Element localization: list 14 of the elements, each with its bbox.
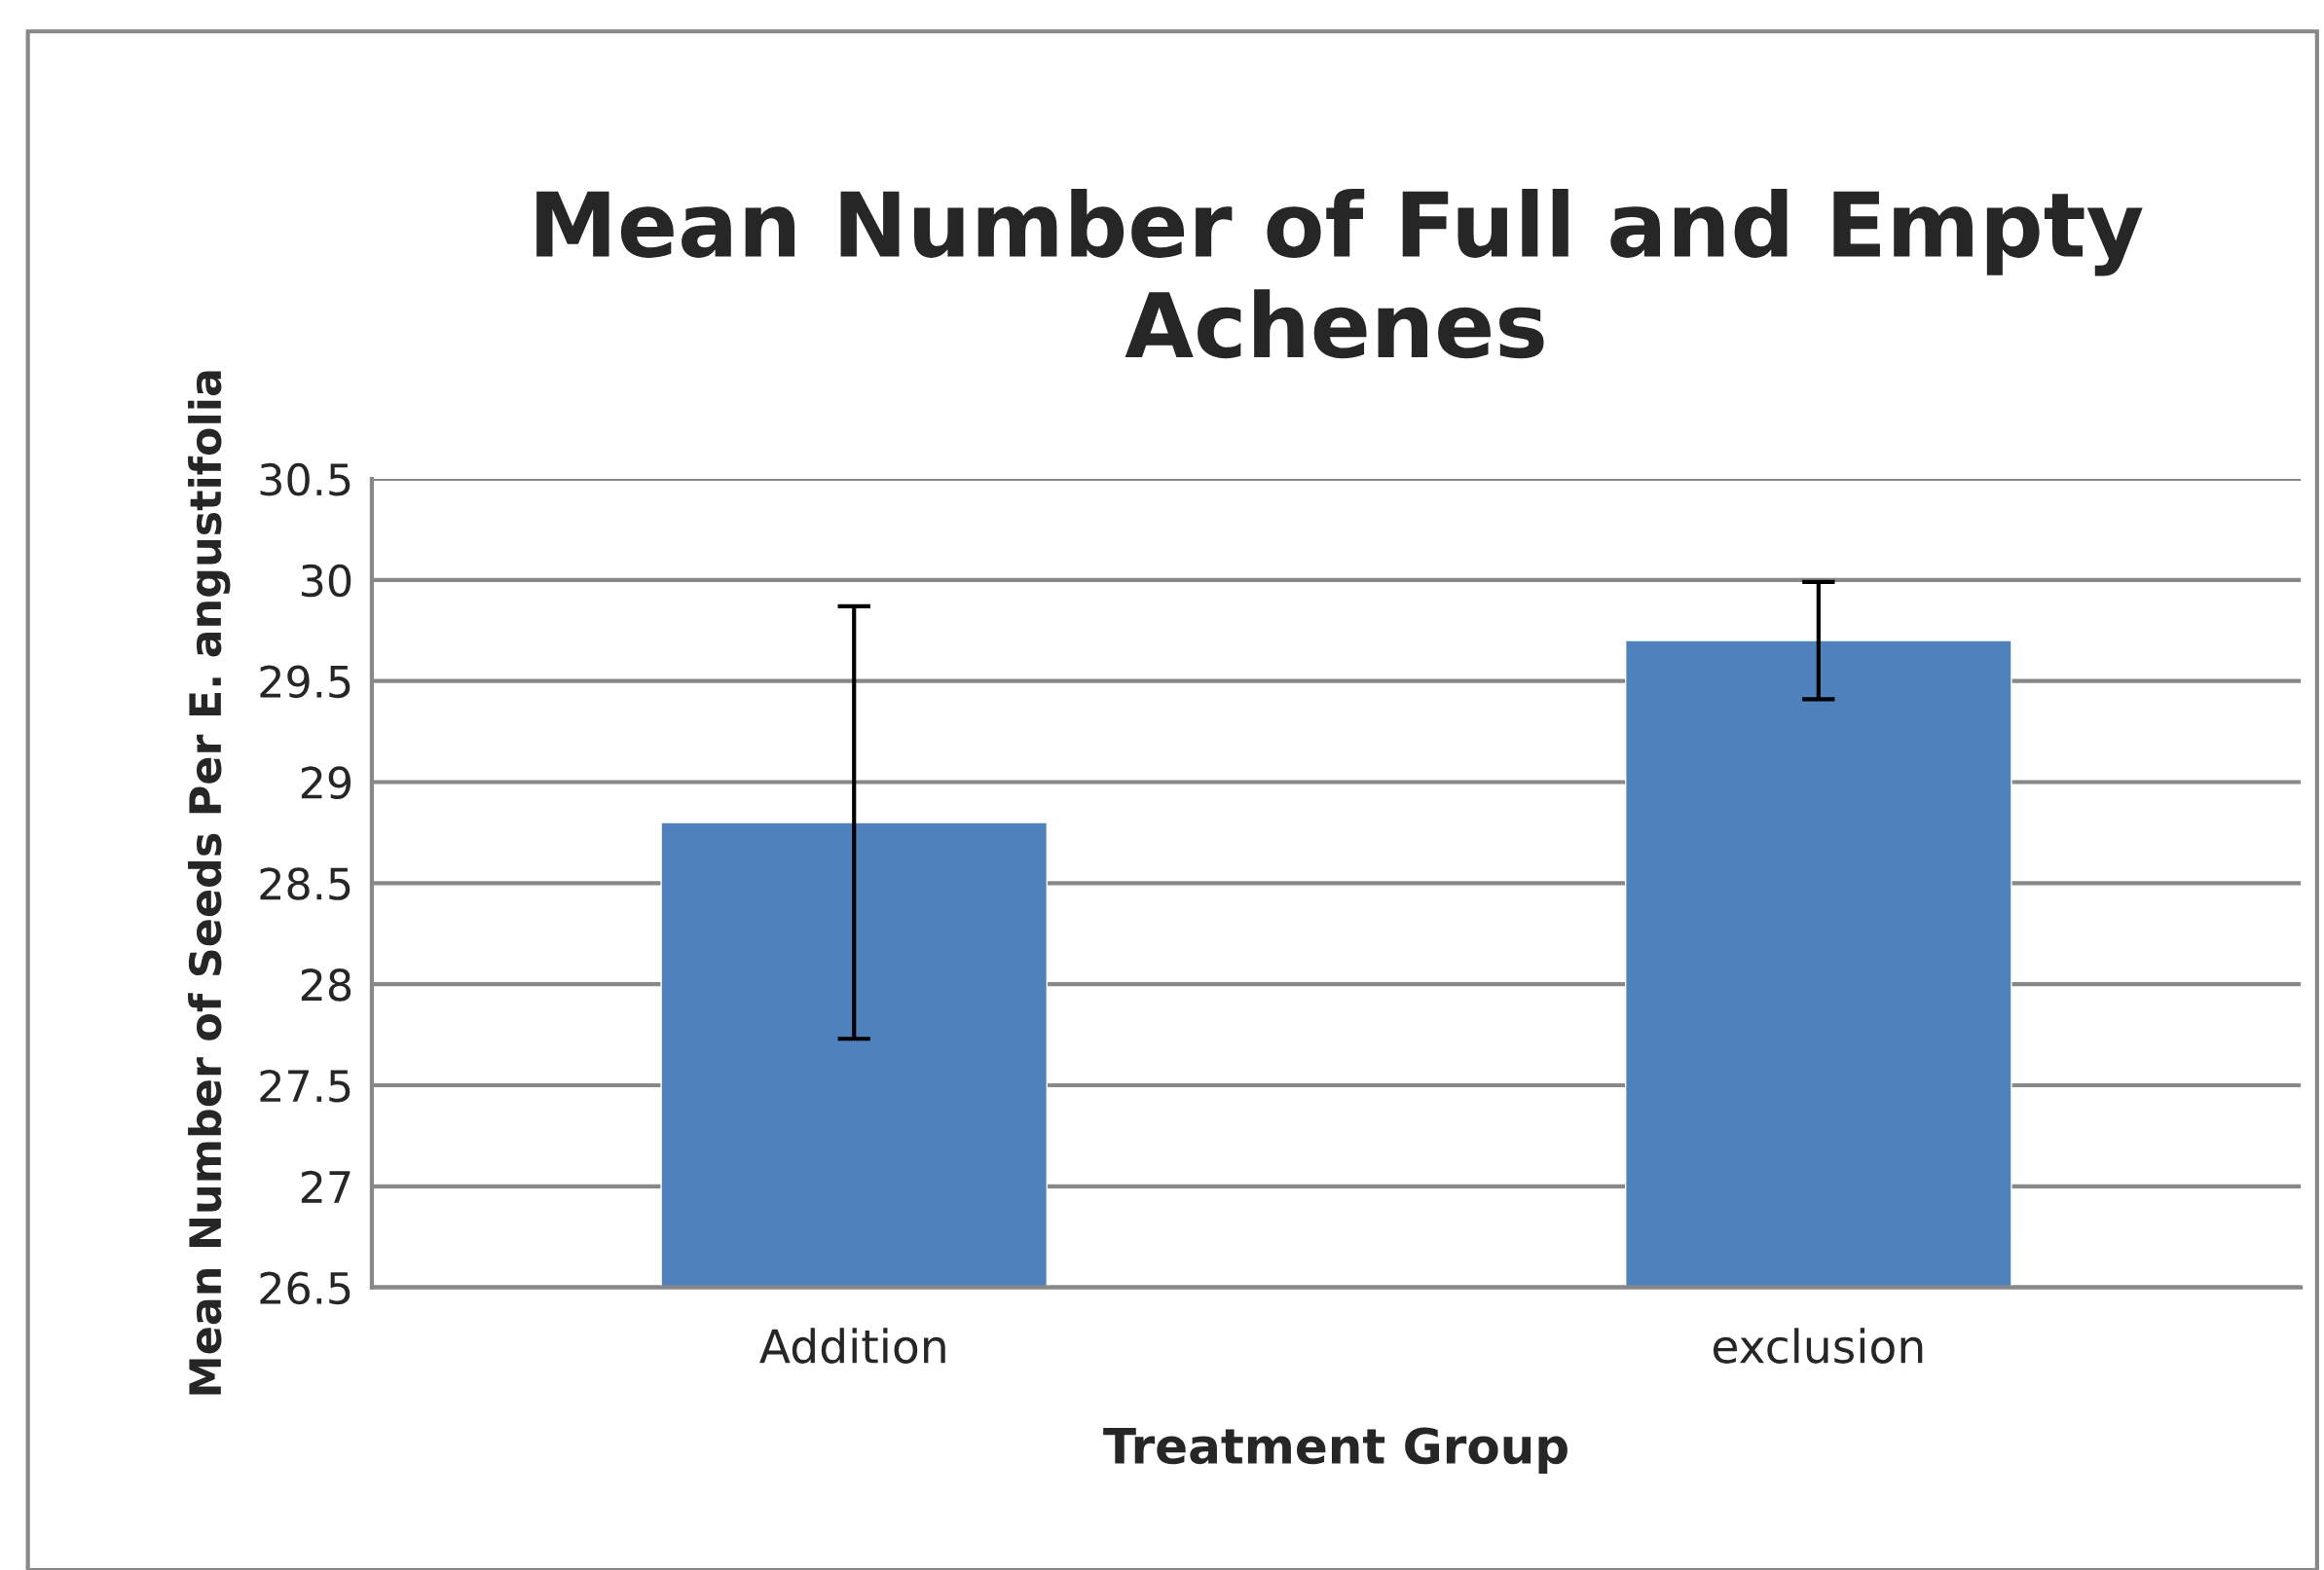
y-tick-label: 29.5	[260, 665, 350, 699]
y-tick-label: 30	[302, 564, 351, 598]
x-axis-title: Treatment Group	[1103, 1427, 1568, 1474]
chart-title: Mean Number of Full and Empty Achenes	[536, 188, 2143, 359]
y-tick-label: 26.5	[260, 1271, 350, 1305]
y-tick-label: 28.5	[260, 867, 350, 900]
y-tick-label: 27	[301, 1170, 350, 1203]
y-tick-label: 27.5	[260, 1069, 350, 1103]
x-tick-label: Addition	[759, 1328, 945, 1364]
y-axis-title: Mean Number of Seeds Per E. angustifolia	[188, 371, 231, 1395]
x-tick-label: exclusion	[1713, 1328, 1923, 1364]
y-tick-label: 28	[301, 968, 351, 1002]
y-tick-label: 29	[301, 766, 351, 799]
y-tick-label: 30.5	[260, 462, 350, 496]
